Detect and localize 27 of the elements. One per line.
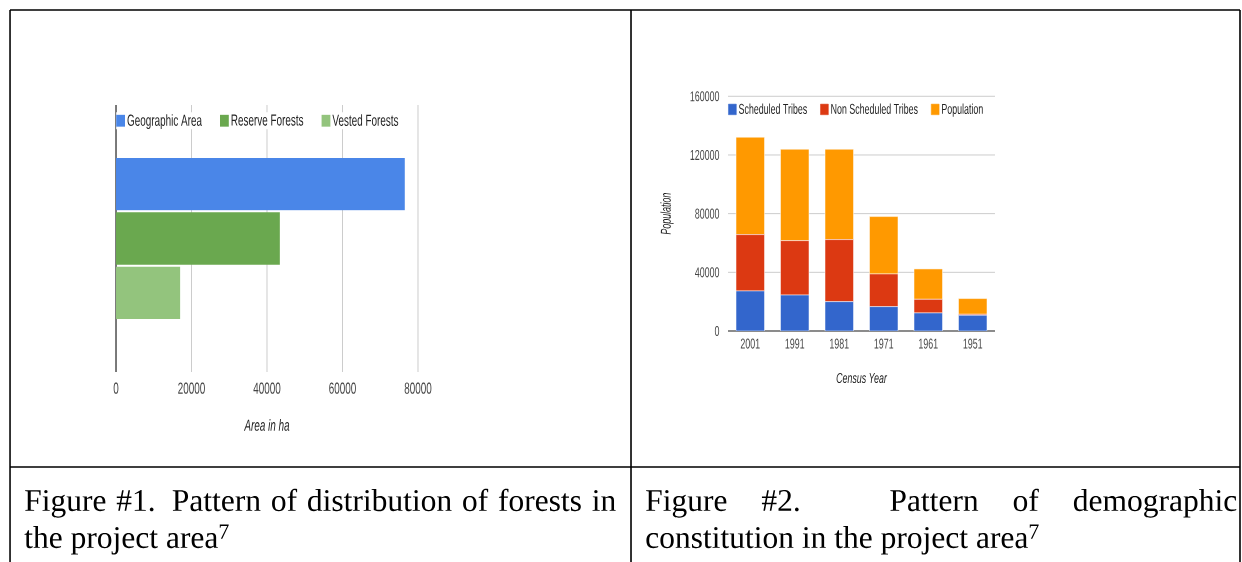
x-tick-label: 1991 [785, 338, 805, 349]
x-tick-label: 1961 [919, 338, 938, 349]
x-tick-label: 1951 [963, 338, 983, 349]
legend-label: Reserve Forests [231, 114, 304, 126]
x-tick-label: 40000 [253, 382, 281, 394]
x-tick-label: 80000 [404, 382, 432, 394]
x-tick-label: 60000 [329, 382, 356, 394]
y-tick-label: 120000 [690, 149, 720, 161]
legend-label: Vested Forests [332, 114, 399, 126]
x-tick-label: 2001 [740, 338, 760, 349]
x-tick-label: 0 [113, 382, 119, 394]
text: Figure #2. Pattern of demographic constitution in the project area$^{7}$ [646, 488, 1237, 555]
legend-label: Population [942, 103, 983, 117]
x-tick-label: 20000 [178, 382, 205, 394]
legend-label: Geographic Area [127, 114, 202, 130]
y-tick-label: 40000 [695, 267, 720, 278]
x-tick-label: 1981 [830, 338, 849, 349]
y-tick-label: 80000 [695, 208, 720, 219]
text: Figure #1. Pattern of distribution of forests in the project area$^{7}$ [24, 488, 616, 555]
legend-label: Scheduled Tribes [738, 103, 807, 114]
y-tick-label: 160000 [690, 91, 720, 102]
x-axis-title: Area in ha [243, 419, 290, 431]
x-axis-title: Census Year [836, 372, 888, 384]
x-tick-label: 1971 [874, 338, 894, 349]
y-tick-label: 0 [714, 325, 720, 337]
y-axis-title: Population [660, 193, 674, 235]
legend-label: Non Scheduled Tribes [831, 103, 918, 114]
